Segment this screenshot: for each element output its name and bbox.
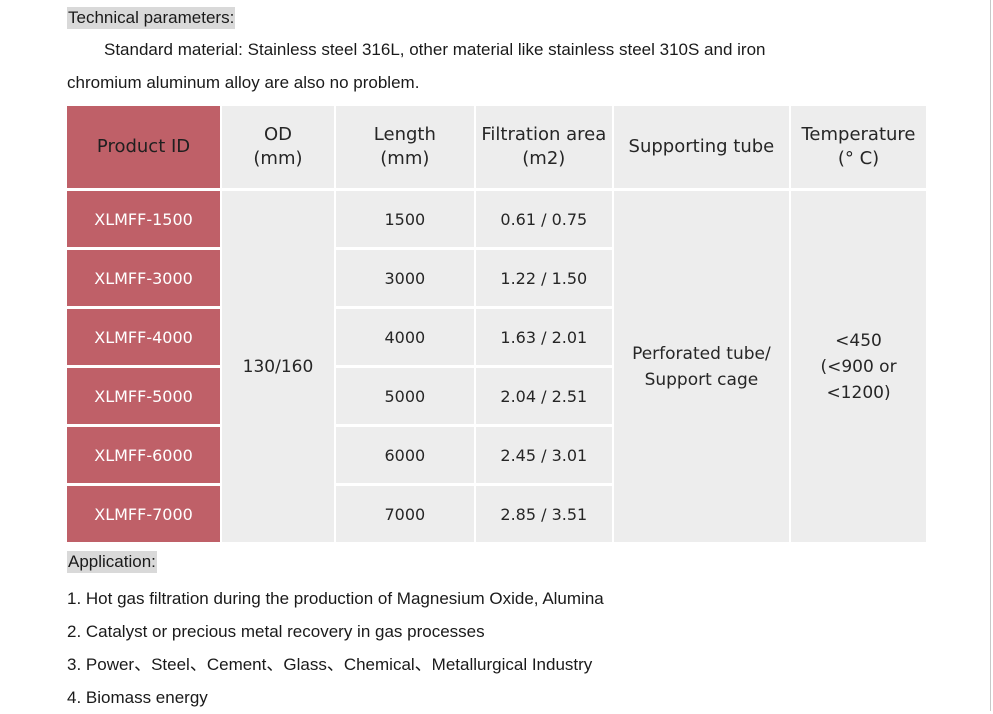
table-row: XLMFF-7000 7000 2.85 / 3.51: [67, 486, 926, 545]
header-od: OD (mm): [222, 106, 334, 191]
filtration-area-cell: 2.04 / 2.51: [475, 368, 612, 427]
length-cell: 6000: [335, 427, 474, 486]
length-cell: 5000: [335, 368, 474, 427]
application-list: 1. Hot gas filtration during the product…: [67, 582, 604, 714]
length-cell: 4000: [335, 309, 474, 368]
table-row: XLMFF-3000 3000 1.22 / 1.50: [67, 250, 926, 309]
list-item: 1. Hot gas filtration during the product…: [67, 589, 604, 608]
specification-table: Product ID OD (mm) Length (mm) Filtration …: [65, 106, 928, 545]
length-cell: 1500: [335, 191, 474, 250]
product-id-cell: XLMFF-4000: [67, 309, 221, 368]
technical-parameters-heading: Technical parameters:: [67, 7, 236, 29]
list-item: 4. Biomass energy: [67, 688, 208, 707]
table-row: XLMFF-6000 6000 2.45 / 3.01: [67, 427, 926, 486]
product-id-cell: XLMFF-5000: [67, 368, 221, 427]
product-id-cell: XLMFF-7000: [67, 486, 221, 545]
table-row: XLMFF-1500 130/160 1500 0.61 / 0.75 Perf…: [67, 191, 926, 545]
header-supporting-tube: Supporting tube: [613, 106, 790, 191]
length-cell: 3000: [335, 250, 474, 309]
filtration-area-cell: 2.45 / 3.01: [475, 427, 612, 486]
od-cell: 130/160: [222, 191, 334, 545]
supporting-tube-cell: Perforated tube/Support cage: [613, 191, 790, 545]
filtration-area-cell: 1.63 / 2.01: [475, 309, 612, 368]
header-temperature: Temperature (° C): [791, 106, 926, 191]
temperature-cell: <450 (<900 or <1200): [791, 191, 926, 545]
product-id-cell: XLMFF-6000: [67, 427, 221, 486]
list-item: 3. Power、Steel、Cement、Glass、Chemical、Met…: [67, 655, 593, 674]
header-length: Length (mm): [335, 106, 474, 191]
filtration-area-cell: 2.85 / 3.51: [475, 486, 612, 545]
application-heading: Application:: [67, 551, 157, 573]
list-item: 2. Catalyst or precious metal recovery i…: [67, 622, 485, 641]
product-id-cell: XLMFF-1500: [67, 191, 221, 250]
material-description-line1: Standard material: Stainless steel 316L,…: [104, 40, 766, 59]
table-row: XLMFF-4000 4000 1.63 / 2.01: [67, 309, 926, 368]
product-id-cell: XLMFF-3000: [67, 250, 221, 309]
filtration-area-cell: 1.22 / 1.50: [475, 250, 612, 309]
material-description-line2: chromium aluminum alloy are also no prob…: [67, 73, 420, 92]
table-row: XLMFF-5000 5000 2.04 / 2.51: [67, 368, 926, 427]
table-header-row: Product ID OD (mm) Length (mm) Filtration …: [67, 106, 926, 191]
header-filtration-area: Filtration area (m2): [475, 106, 612, 191]
length-cell: 7000: [335, 486, 474, 545]
page-edge-line: [990, 0, 991, 711]
header-product-id: Product ID: [67, 106, 221, 191]
filtration-area-cell: 0.61 / 0.75: [475, 191, 612, 250]
